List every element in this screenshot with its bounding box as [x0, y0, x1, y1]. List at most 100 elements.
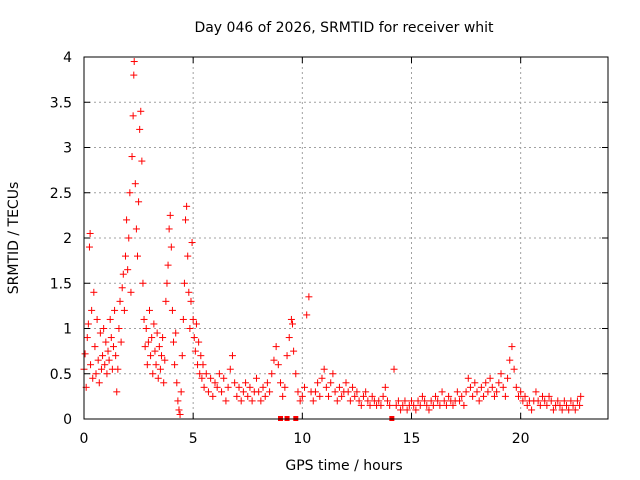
data-point	[118, 284, 126, 292]
data-point	[261, 392, 269, 400]
data-point	[477, 383, 485, 391]
axis-ticks: 0 0.5 1 1.5 2 2.5 3 3.5 4 0 5 10 15 20	[50, 50, 608, 447]
data-point	[414, 397, 422, 405]
data-point	[148, 334, 156, 342]
data-point	[314, 379, 322, 387]
data-point	[228, 352, 236, 360]
data-point	[423, 401, 431, 409]
data-point	[576, 401, 584, 409]
data-point	[90, 288, 98, 296]
data-point	[577, 392, 585, 400]
data-point	[449, 401, 457, 409]
data-point	[237, 397, 245, 405]
data-point	[464, 374, 472, 382]
data-point	[176, 410, 184, 418]
data-point	[377, 401, 385, 409]
data-point	[235, 383, 243, 391]
data-point	[100, 325, 108, 332]
data-point	[381, 383, 389, 391]
data-point	[150, 320, 158, 328]
data-point	[359, 392, 367, 400]
data-point	[508, 343, 516, 351]
data-point	[111, 306, 119, 314]
data-point	[94, 356, 102, 364]
y-tick-label: 0.5	[50, 367, 72, 383]
data-point	[480, 392, 488, 400]
data-point	[301, 383, 309, 391]
data-point	[143, 361, 151, 369]
data-point	[318, 374, 326, 382]
data-point	[331, 388, 339, 396]
data-point	[170, 338, 178, 346]
data-point	[462, 388, 470, 396]
data-point	[85, 243, 93, 251]
y-tick-label: 2	[63, 231, 72, 247]
data-point	[523, 401, 531, 409]
data-point	[386, 401, 394, 409]
data-point	[408, 397, 415, 405]
data-point	[281, 383, 289, 391]
data-point	[357, 401, 365, 409]
data-point	[215, 370, 223, 378]
data-point	[173, 379, 181, 387]
data-point	[539, 392, 546, 400]
data-point	[200, 383, 208, 391]
data-point	[486, 374, 494, 382]
data-point	[190, 334, 198, 342]
data-point	[545, 392, 553, 400]
data-point	[222, 397, 230, 405]
data-point	[558, 406, 566, 414]
data-point	[421, 397, 429, 405]
data-point	[167, 243, 175, 251]
data-point	[124, 266, 132, 274]
data-point	[482, 379, 490, 387]
data-point	[436, 401, 444, 409]
data-point	[86, 229, 94, 237]
data-point	[521, 392, 529, 400]
data-point	[429, 401, 437, 409]
data-point	[353, 388, 361, 396]
y-tick-label: 3	[63, 141, 72, 157]
data-point	[231, 379, 239, 387]
data-point	[139, 279, 147, 287]
x-tick-label: 20	[512, 431, 530, 447]
data-point	[177, 388, 185, 396]
data-point	[397, 406, 405, 414]
data-point	[87, 361, 95, 369]
data-point	[379, 392, 387, 400]
data-point	[255, 388, 263, 396]
data-point	[147, 352, 155, 360]
data-point	[191, 347, 199, 355]
data-point	[189, 315, 197, 323]
data-point	[198, 374, 206, 382]
data-point	[196, 370, 204, 378]
data-point	[560, 397, 568, 405]
data-point	[220, 374, 228, 382]
data-point	[154, 374, 162, 382]
data-point	[130, 71, 138, 79]
data-point	[242, 379, 250, 387]
data-point	[127, 288, 135, 296]
data-point	[438, 388, 446, 396]
data-point	[213, 383, 221, 391]
data-point	[401, 397, 409, 405]
data-point	[499, 383, 507, 391]
data-point	[390, 365, 398, 373]
data-point	[116, 297, 124, 305]
data-point	[207, 374, 215, 382]
chart-title: Day 046 of 2026, SRMTID for receiver whi…	[194, 20, 494, 36]
data-point	[490, 392, 498, 400]
data-point	[83, 334, 91, 342]
data-point	[97, 365, 105, 373]
data-point	[88, 306, 96, 314]
data-point	[394, 397, 402, 405]
y-tick-label: 1.5	[50, 276, 72, 292]
data-point	[91, 343, 99, 351]
data-point	[109, 343, 117, 351]
data-point	[338, 392, 346, 400]
data-point	[153, 329, 161, 337]
data-point	[344, 388, 352, 396]
data-point	[368, 392, 376, 400]
data-point	[547, 397, 555, 405]
